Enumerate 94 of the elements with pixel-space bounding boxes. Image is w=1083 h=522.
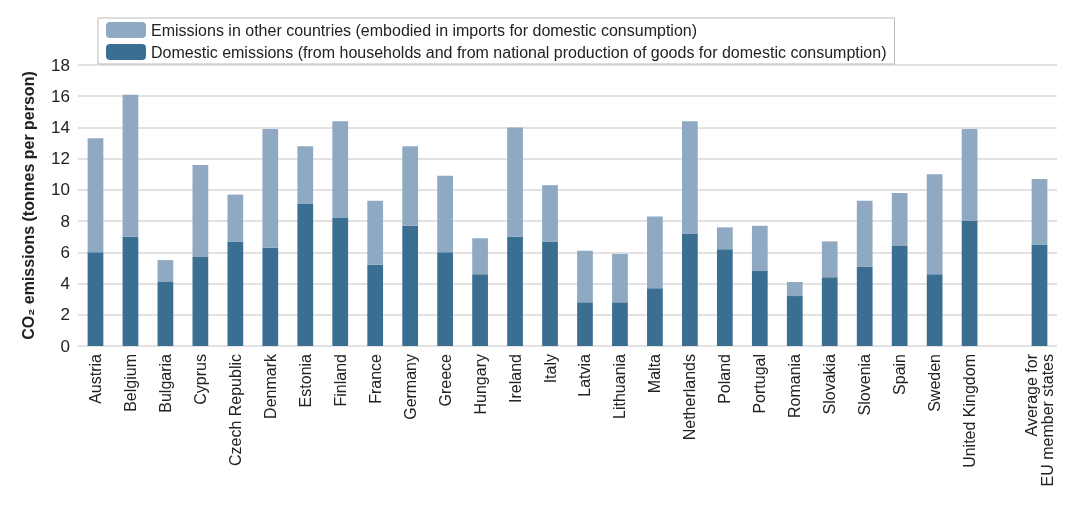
bar — [157, 281, 174, 346]
legend-label: Emissions in other countries (embodied in imports for domestic consumption) — [151, 21, 698, 39]
bar — [751, 225, 768, 272]
x-tick-label: Slovakia — [821, 353, 839, 415]
x-tick-label: Romania — [786, 353, 804, 419]
y-tick-label: 0 — [60, 336, 70, 356]
x-tick-label: France — [366, 353, 384, 404]
bar — [716, 249, 733, 346]
bar — [961, 221, 978, 346]
bar — [227, 194, 244, 242]
x-tick-label: Estonia — [296, 353, 314, 408]
x-tick-label: Germany — [401, 354, 419, 420]
bar — [961, 129, 978, 222]
bar — [332, 121, 349, 218]
x-tick-label: Poland — [716, 354, 734, 404]
x-tick-label: Belgium — [121, 354, 139, 412]
bar — [437, 252, 453, 346]
y-tick-label: 12 — [51, 149, 70, 169]
bar — [751, 271, 768, 346]
y-tick-label: 18 — [51, 55, 70, 75]
bar — [716, 227, 733, 250]
bar — [192, 164, 209, 258]
bar — [297, 203, 314, 346]
x-tick-label: Austria — [86, 353, 104, 404]
x-tick-label: Sweden — [926, 354, 944, 412]
bar — [891, 193, 908, 247]
bar — [682, 233, 698, 346]
x-tick-label: Finland — [331, 354, 349, 407]
x-tick-label: Ireland — [506, 354, 524, 403]
bar — [122, 94, 139, 237]
bar — [472, 238, 488, 275]
bar — [577, 302, 593, 346]
y-tick-label: 14 — [51, 117, 70, 137]
bar — [157, 260, 174, 282]
y-tick-label: 6 — [60, 242, 70, 262]
y-tick-label: 2 — [60, 305, 70, 325]
x-tick-label: United Kingdom — [961, 354, 979, 468]
bar — [367, 200, 384, 265]
y-tick-label: 10 — [51, 180, 70, 200]
bar — [647, 288, 663, 346]
y-tick-label: 4 — [60, 274, 70, 294]
bar — [367, 264, 384, 346]
bar — [437, 175, 453, 253]
bar — [821, 241, 838, 278]
bar — [891, 246, 908, 346]
bar — [402, 146, 419, 226]
x-tick-label: Slovenia — [856, 353, 874, 416]
x-tick-label: Greece — [436, 353, 454, 407]
x-tick-label: Lithuania — [611, 353, 629, 419]
bar — [227, 241, 244, 346]
bar — [507, 127, 523, 237]
bar — [297, 146, 314, 204]
x-tick-label: Malta — [646, 353, 664, 394]
bar — [612, 253, 628, 303]
bar — [332, 217, 349, 346]
bar — [786, 296, 803, 346]
bar — [262, 129, 279, 248]
bar — [821, 277, 838, 346]
bar — [647, 216, 663, 289]
bar — [87, 252, 104, 346]
bar — [262, 247, 279, 346]
x-tick-label: Latvia — [576, 353, 594, 397]
bar — [577, 250, 593, 303]
x-tick-label: Cyprus — [191, 354, 209, 405]
bar — [926, 274, 943, 346]
bar — [507, 236, 523, 346]
bar — [786, 281, 803, 297]
y-tick-label: 8 — [60, 211, 70, 231]
bar — [1031, 244, 1048, 346]
bar — [1031, 178, 1048, 245]
legend-label: Domestic emissions (from households and from national production of goods for domestic consumption) — [151, 43, 887, 61]
x-tick-label: Bulgaria — [156, 353, 174, 413]
x-tick-label: Netherlands — [681, 354, 699, 441]
bar — [542, 241, 558, 346]
x-tick-label: Italy — [541, 354, 559, 384]
bar — [402, 225, 419, 346]
bar — [472, 274, 488, 346]
x-tick-label: Spain — [891, 354, 909, 395]
bar — [122, 236, 139, 346]
x-tick-label: Portugal — [751, 354, 769, 414]
x-tick-label: Czech Republic — [226, 354, 244, 467]
bar — [856, 200, 873, 267]
bar — [926, 174, 943, 275]
y-axis-title: CO₂ emissions (tonnes per person) — [19, 71, 37, 340]
bar — [856, 266, 873, 346]
x-tick-label: Denmark — [261, 353, 279, 419]
bar — [87, 138, 104, 253]
x-tick-label: Average for EU member states — [1023, 353, 1057, 487]
bar — [542, 185, 558, 242]
bar — [682, 121, 698, 234]
bar — [612, 302, 628, 346]
bar — [192, 257, 209, 346]
y-tick-label: 16 — [51, 86, 70, 106]
x-tick-label: Hungary — [471, 354, 489, 415]
